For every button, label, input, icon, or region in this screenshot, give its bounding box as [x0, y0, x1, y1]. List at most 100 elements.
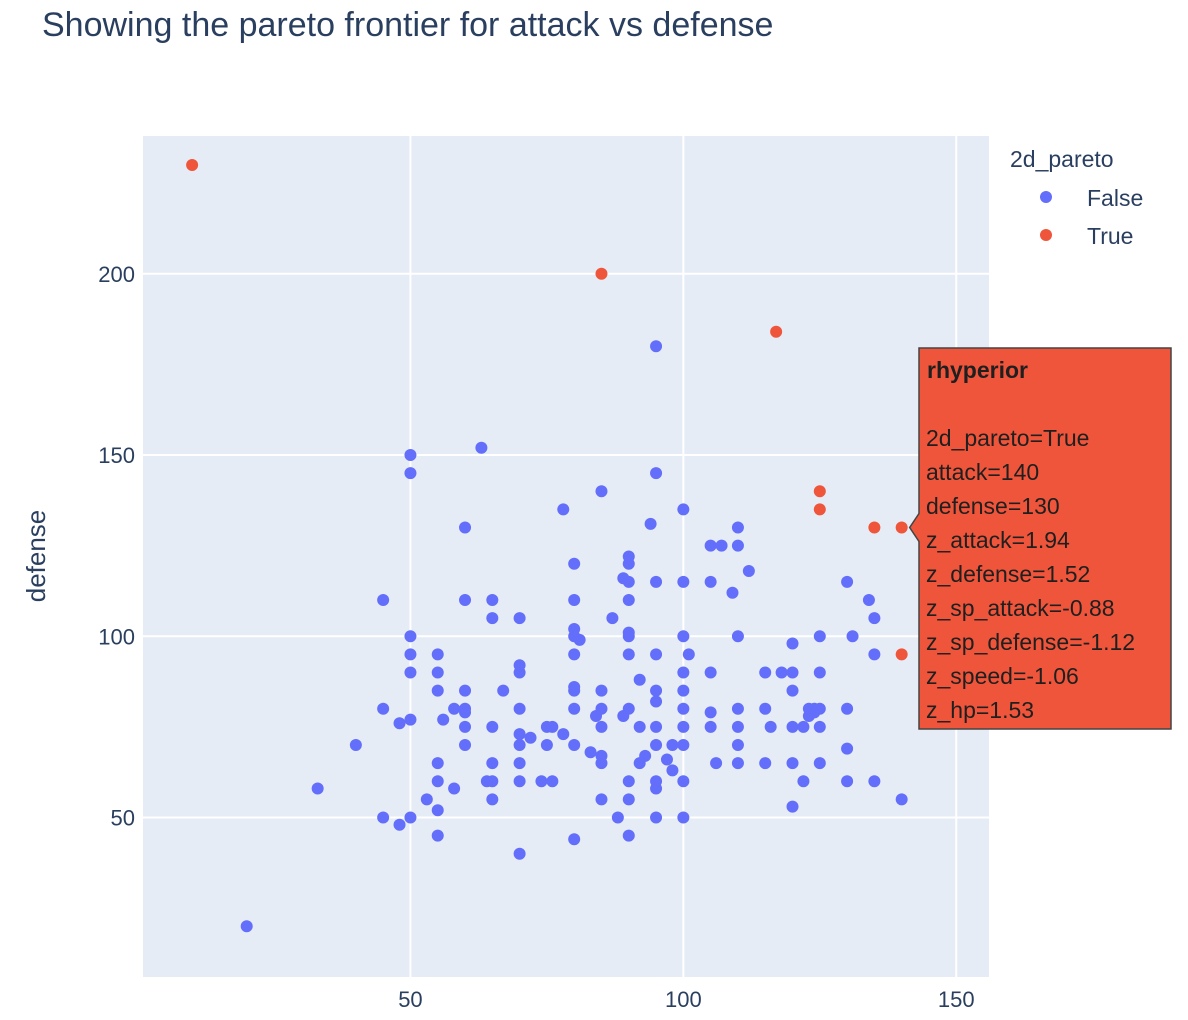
point-false-84[interactable] — [622, 793, 635, 806]
point-false-58[interactable] — [557, 503, 570, 516]
point-false-148[interactable] — [786, 684, 799, 697]
point-false-60[interactable] — [568, 739, 581, 751]
point-false-19[interactable] — [431, 757, 444, 770]
plot-area[interactable] — [143, 136, 989, 977]
point-false-120[interactable] — [677, 630, 690, 643]
point-false-168[interactable] — [868, 775, 881, 788]
point-false-144[interactable] — [775, 666, 788, 679]
point-false-130[interactable] — [715, 539, 728, 552]
point-false-165[interactable] — [841, 575, 854, 588]
point-false-127[interactable] — [704, 575, 717, 588]
point-false-91[interactable] — [622, 575, 635, 588]
point-false-57[interactable] — [557, 728, 570, 741]
point-false-132[interactable] — [731, 757, 744, 770]
point-false-87[interactable] — [622, 648, 635, 661]
point-false-133[interactable] — [731, 739, 744, 751]
point-false-59[interactable] — [568, 833, 581, 846]
point-false-67[interactable] — [568, 594, 581, 606]
point-false-112[interactable] — [666, 739, 679, 751]
point-false-158[interactable] — [813, 720, 826, 733]
point-false-8[interactable] — [404, 811, 417, 824]
point-false-1[interactable] — [311, 782, 324, 795]
point-false-47[interactable] — [513, 702, 526, 715]
point-false-94[interactable] — [633, 673, 646, 686]
point-false-33[interactable] — [475, 441, 488, 454]
point-false-114[interactable] — [677, 775, 690, 788]
point-false-26[interactable] — [459, 739, 472, 751]
point-false-146[interactable] — [786, 757, 799, 770]
point-false-137[interactable] — [731, 539, 744, 552]
point-false-27[interactable] — [459, 720, 472, 733]
point-false-64[interactable] — [568, 648, 581, 661]
point-false-102[interactable] — [650, 739, 663, 751]
point-false-163[interactable] — [841, 742, 854, 755]
point-false-171[interactable] — [895, 793, 908, 806]
point-false-110[interactable] — [660, 753, 673, 766]
point-false-99[interactable] — [650, 811, 663, 824]
point-false-37[interactable] — [486, 757, 499, 770]
point-false-31[interactable] — [459, 594, 472, 606]
point-false-61[interactable] — [568, 702, 581, 715]
point-false-79[interactable] — [606, 612, 619, 625]
point-false-98[interactable] — [644, 517, 657, 530]
point-true-6[interactable] — [895, 521, 908, 534]
point-false-151[interactable] — [797, 775, 810, 788]
point-false-135[interactable] — [731, 702, 744, 715]
point-true-4[interactable] — [813, 503, 826, 516]
point-false-51[interactable] — [524, 731, 537, 744]
point-false-80[interactable] — [611, 811, 624, 824]
point-false-63[interactable] — [568, 681, 581, 693]
point-false-13[interactable] — [404, 467, 417, 480]
point-false-44[interactable] — [513, 757, 526, 770]
point-false-134[interactable] — [731, 720, 744, 733]
point-false-29[interactable] — [459, 702, 472, 715]
point-false-123[interactable] — [682, 648, 695, 661]
point-false-6[interactable] — [393, 818, 406, 831]
point-false-162[interactable] — [841, 775, 854, 788]
point-false-55[interactable] — [546, 775, 559, 788]
point-false-101[interactable] — [650, 775, 663, 788]
legend-label-true[interactable]: True — [1087, 223, 1133, 249]
point-false-159[interactable] — [813, 702, 826, 715]
point-false-22[interactable] — [431, 648, 444, 661]
point-false-56[interactable] — [546, 720, 559, 733]
point-true-5[interactable] — [868, 521, 881, 534]
point-false-115[interactable] — [677, 739, 690, 751]
legend-label-false[interactable]: False — [1087, 185, 1143, 211]
point-false-113[interactable] — [677, 811, 690, 824]
point-false-45[interactable] — [513, 739, 526, 751]
point-false-40[interactable] — [486, 594, 499, 606]
point-false-107[interactable] — [650, 575, 663, 588]
point-false-106[interactable] — [650, 648, 663, 661]
point-true-3[interactable] — [813, 485, 826, 498]
point-false-69[interactable] — [573, 633, 586, 646]
point-false-116[interactable] — [677, 720, 690, 733]
point-false-16[interactable] — [431, 829, 444, 842]
point-false-90[interactable] — [622, 594, 635, 606]
point-false-42[interactable] — [513, 847, 526, 860]
point-false-160[interactable] — [813, 666, 826, 679]
point-false-0[interactable] — [240, 920, 253, 933]
point-false-21[interactable] — [431, 666, 444, 679]
point-false-75[interactable] — [595, 720, 608, 733]
point-false-96[interactable] — [633, 720, 646, 733]
point-false-41[interactable] — [497, 684, 510, 697]
point-false-32[interactable] — [459, 521, 472, 534]
point-false-38[interactable] — [486, 720, 499, 733]
point-false-122[interactable] — [677, 503, 690, 516]
point-false-50[interactable] — [513, 612, 526, 625]
point-false-108[interactable] — [650, 467, 663, 480]
point-false-4[interactable] — [377, 702, 390, 715]
point-false-23[interactable] — [437, 713, 450, 726]
point-false-111[interactable] — [666, 764, 679, 777]
point-false-3[interactable] — [377, 811, 390, 824]
point-false-161[interactable] — [813, 630, 826, 643]
point-false-140[interactable] — [759, 757, 772, 770]
point-false-14[interactable] — [404, 449, 417, 461]
point-false-145[interactable] — [786, 800, 799, 813]
point-false-10[interactable] — [404, 666, 417, 679]
point-false-39[interactable] — [486, 612, 499, 625]
point-false-170[interactable] — [868, 612, 881, 625]
point-false-129[interactable] — [710, 757, 723, 770]
point-false-104[interactable] — [650, 695, 663, 708]
